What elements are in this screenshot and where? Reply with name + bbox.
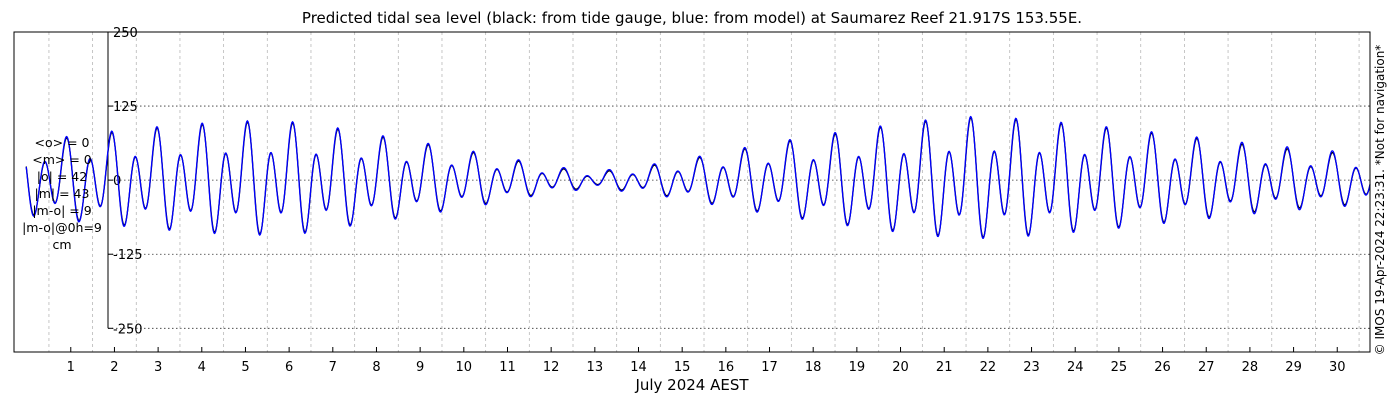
stat-abs-model: |m| = 43 [34, 186, 90, 201]
stat-abs-diff: |m-o| = 9 [32, 203, 92, 218]
y-tick-label: 250 [113, 26, 138, 41]
x-tick-label: 19 [849, 360, 866, 375]
x-tick-label: 24 [1067, 360, 1084, 375]
stat-mean-obs: <o> = 0 [34, 135, 90, 150]
y-tick-label: -250 [113, 322, 143, 337]
x-tick-label: 26 [1154, 360, 1171, 375]
stat-abs-diff-0h: |m-o|@0h=9 [22, 220, 102, 235]
x-tick-label: 23 [1023, 360, 1040, 375]
series-layer [25, 115, 1371, 239]
x-tick-label: 4 [198, 360, 206, 375]
y-tick-label: 125 [113, 100, 138, 115]
x-tick-label: 30 [1329, 360, 1346, 375]
x-tick-label: 16 [718, 360, 735, 375]
x-tick-label: 9 [416, 360, 424, 375]
x-tick-label: 25 [1111, 360, 1128, 375]
x-axis-label: July 2024 AEST [635, 376, 749, 394]
x-tick-label: 20 [892, 360, 909, 375]
x-tick-label: 2 [110, 360, 118, 375]
y-tick-label: -125 [113, 248, 143, 263]
x-tick-label: 6 [285, 360, 293, 375]
x-tick-label: 27 [1198, 360, 1215, 375]
x-tick-label: 3 [154, 360, 162, 375]
x-tick-label: 5 [241, 360, 249, 375]
x-tick-label: 11 [499, 360, 516, 375]
grid-layer [48, 31, 1370, 352]
y-tick-label: 0 [113, 174, 121, 189]
x-tick-label: 15 [674, 360, 691, 375]
x-tick-label: 18 [805, 360, 822, 375]
x-tick-label: 8 [372, 360, 380, 375]
x-tick-label: 22 [980, 360, 997, 375]
x-tick-label: 1 [67, 360, 75, 375]
x-tick-label: 21 [936, 360, 953, 375]
stats-panel: <o> = 0 <m> = 0 |o| = 42 |m| = 43 |m-o| … [14, 134, 110, 253]
x-tick-label: 14 [630, 360, 647, 375]
stat-abs-obs: |o| = 42 [36, 169, 88, 184]
x-tick-label: 28 [1242, 360, 1259, 375]
stat-mean-model: <m> = 0 [32, 152, 92, 167]
series-line-model [25, 115, 1371, 239]
x-tick-label: 29 [1285, 360, 1302, 375]
credit-text: © IMOS 19-Apr-2024 22:23:31. *Not for na… [1373, 44, 1387, 356]
x-tick-label: 7 [329, 360, 337, 375]
x-tick-label: 10 [456, 360, 473, 375]
x-tick-label: 12 [543, 360, 560, 375]
plot-frame [13, 31, 1371, 353]
series-line-tide-gauge [25, 117, 1371, 238]
x-tick-label: 17 [761, 360, 778, 375]
x-tick-label: 13 [587, 360, 604, 375]
chart-title: Predicted tidal sea level (black: from t… [301, 9, 1083, 27]
stat-unit: cm [52, 237, 72, 252]
